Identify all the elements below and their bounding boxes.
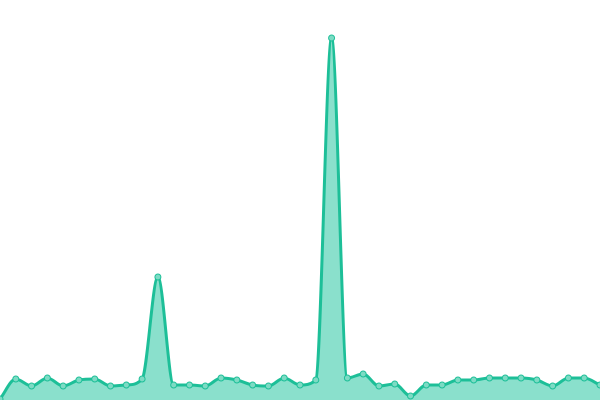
data-point <box>375 382 383 390</box>
data-point <box>596 381 600 389</box>
data-point <box>501 374 509 382</box>
data-point <box>549 382 557 390</box>
data-point <box>359 370 367 378</box>
data-point <box>343 374 351 382</box>
data-point <box>28 382 36 390</box>
data-point <box>296 381 304 389</box>
data-point <box>264 382 272 390</box>
data-point <box>217 374 225 382</box>
data-point <box>233 376 241 384</box>
data-point <box>564 374 572 382</box>
data-point <box>280 374 288 382</box>
data-point <box>201 382 209 390</box>
data-point <box>185 381 193 389</box>
data-point <box>138 375 146 383</box>
data-point <box>107 382 115 390</box>
data-point <box>470 376 478 384</box>
data-point <box>422 381 430 389</box>
data-points <box>0 34 600 400</box>
data-point <box>517 374 525 382</box>
data-point <box>154 273 162 281</box>
data-point <box>249 381 257 389</box>
data-point <box>485 374 493 382</box>
data-point <box>391 380 399 388</box>
data-point <box>122 381 130 389</box>
data-point <box>0 395 4 400</box>
data-point <box>328 34 336 42</box>
data-point <box>533 376 541 384</box>
data-point <box>438 381 446 389</box>
data-point <box>75 376 83 384</box>
data-point <box>580 374 588 382</box>
series-line <box>0 36 600 400</box>
data-point <box>454 376 462 384</box>
data-point <box>43 374 51 382</box>
data-point <box>91 375 99 383</box>
data-point <box>312 376 320 384</box>
data-point <box>12 375 20 383</box>
data-point <box>59 382 67 390</box>
data-point <box>407 392 415 400</box>
area-fill <box>0 38 600 400</box>
data-point <box>170 381 178 389</box>
